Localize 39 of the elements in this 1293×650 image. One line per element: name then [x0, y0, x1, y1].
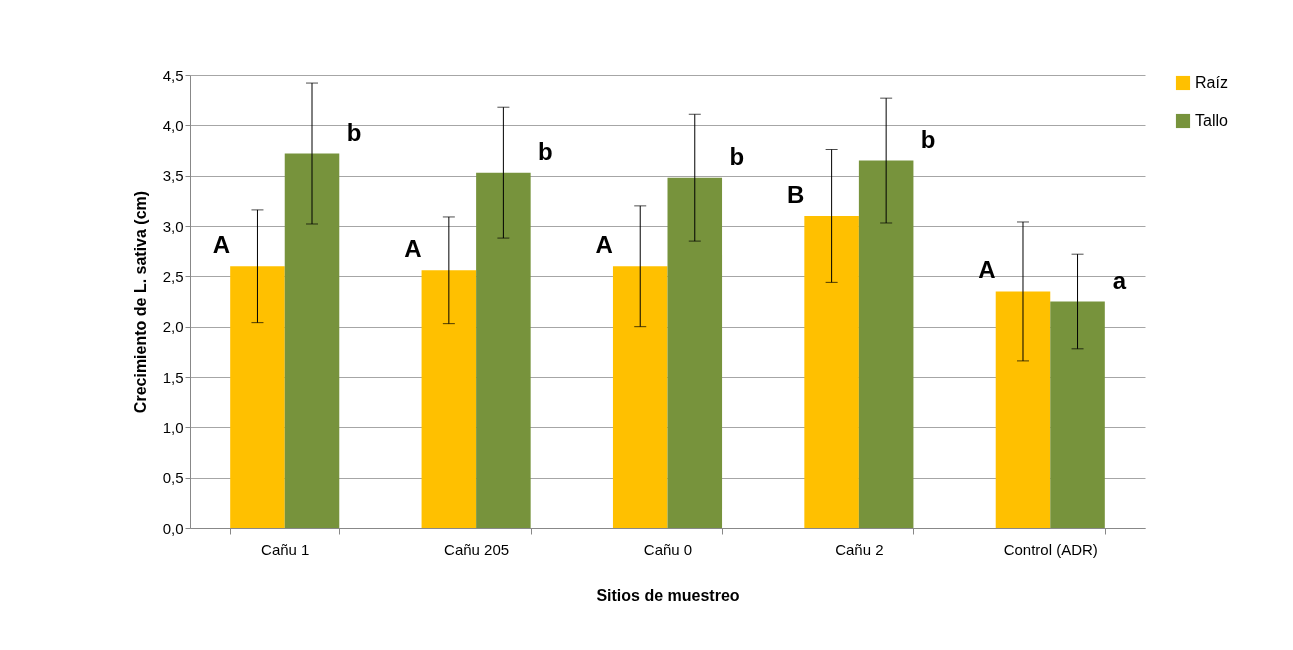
annotation: A	[595, 231, 613, 259]
annotation: b	[346, 118, 362, 146]
bar	[284, 153, 340, 528]
annotation: b	[920, 125, 936, 153]
y-tick-label: 0,0	[162, 519, 184, 537]
x-axis-title: Sitios de muestreo	[596, 586, 740, 604]
y-tick-label: 1,5	[162, 368, 184, 386]
y-tick-label: 2,5	[162, 267, 184, 285]
y-tick-label: 2,0	[162, 318, 184, 336]
legend-label: Raíz	[1195, 74, 1228, 91]
y-axis-title: Crecimiento de L. sativa (cm)	[131, 190, 149, 414]
y-tick-label: 0,5	[162, 469, 184, 487]
annotation: A	[212, 231, 231, 259]
annotation: B	[786, 180, 805, 208]
annotation: A	[404, 235, 422, 263]
annotation: b	[538, 137, 553, 165]
annotation: a	[1112, 266, 1127, 294]
annotation: b	[729, 142, 745, 170]
bar	[421, 270, 477, 528]
bar	[230, 266, 285, 528]
bar	[995, 291, 1051, 528]
x-tick-label: Cañu 2	[835, 540, 884, 558]
x-tick-label: Cañu 0	[643, 540, 693, 558]
legend-label: Tallo	[1195, 112, 1229, 129]
bar	[858, 160, 914, 528]
y-tick-label: 3,5	[162, 167, 184, 185]
y-tick-label: 4,0	[162, 116, 184, 134]
y-tick-label: 3,0	[162, 217, 184, 235]
x-tick-label: Cañu 1	[261, 540, 310, 558]
y-tick-label: 4,5	[162, 66, 184, 84]
bar	[804, 215, 859, 528]
y-tick-label: 1,0	[162, 418, 184, 436]
bar	[612, 266, 668, 528]
annotation: A	[978, 256, 996, 284]
bar	[1050, 301, 1105, 528]
bar	[667, 177, 723, 528]
x-tick-label: Control (ADR)	[1003, 540, 1098, 558]
bar	[476, 172, 531, 528]
x-tick-label: Cañu 205	[444, 540, 510, 558]
